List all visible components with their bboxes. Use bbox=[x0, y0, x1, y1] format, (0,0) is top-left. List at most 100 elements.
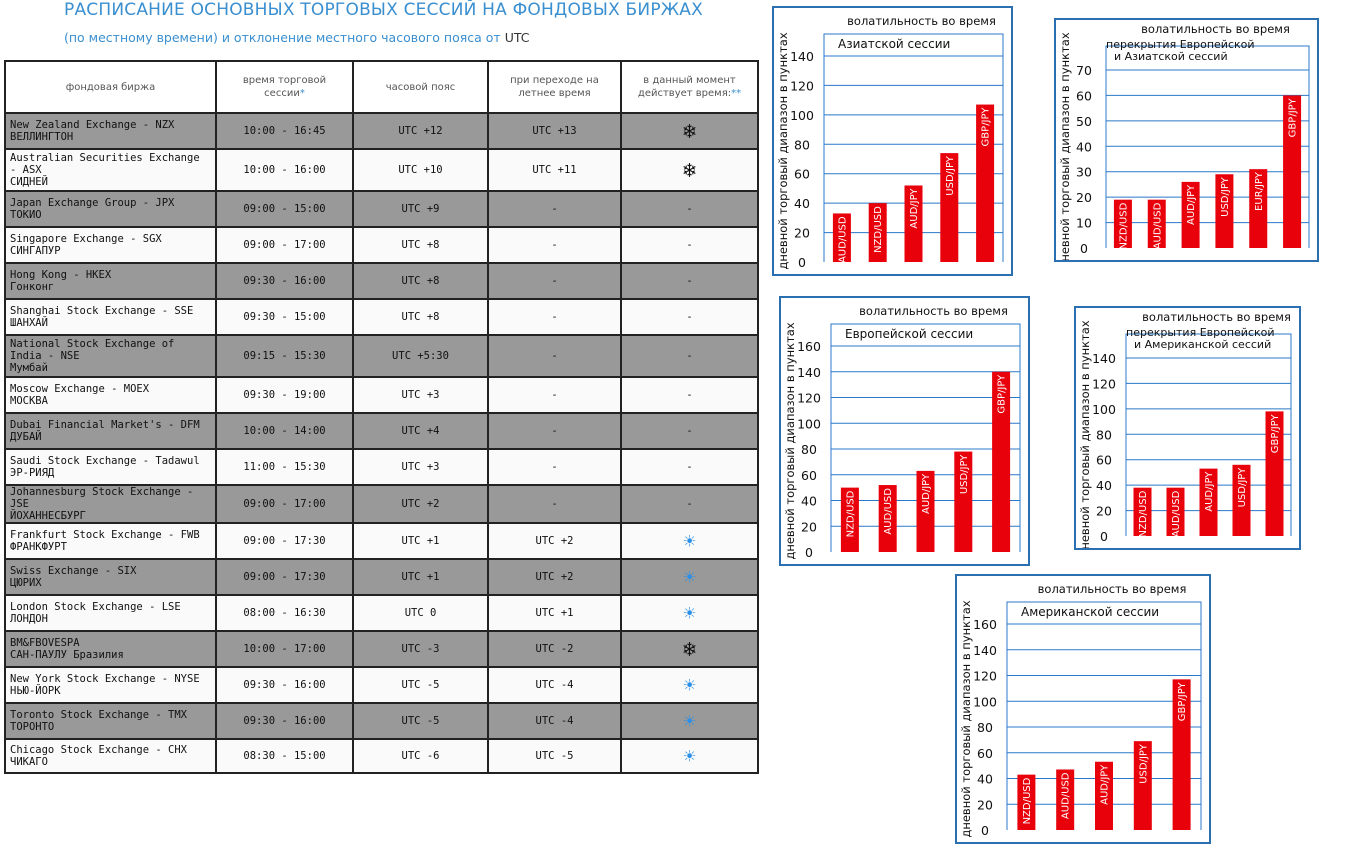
bar bbox=[1056, 769, 1075, 830]
current-time-cell: - bbox=[620, 412, 759, 450]
chart-subtitle: Азиатской сессии bbox=[838, 37, 950, 51]
exchange-cell: Singapore Exchange - SGX СИНГАПУР bbox=[4, 226, 217, 264]
timezone-cell: UTC +12 bbox=[352, 112, 489, 150]
session-time-cell: 09:30 - 16:00 bbox=[215, 262, 354, 300]
timezone-cell: UTC +3 bbox=[352, 376, 489, 414]
bar bbox=[1265, 411, 1284, 536]
chart-subtitle-box bbox=[1125, 333, 1292, 359]
table-row: Frankfurt Stock Exchange - FWB ФРАНКФУРТ 0… bbox=[4, 522, 759, 560]
session-time-cell: 10:00 - 16:45 bbox=[215, 112, 354, 150]
session-time-cell: 09:00 - 17:30 bbox=[215, 522, 354, 560]
summer-time-cell: UTC +13 bbox=[487, 112, 622, 150]
sun-icon: ☀ bbox=[683, 673, 696, 697]
exchange-name: London Stock Exchange - LSE bbox=[10, 601, 181, 613]
double-asterisk-mark: ** bbox=[731, 88, 742, 99]
exchange-cell: Dubai Financial Market's - DFM ДУБАЙ bbox=[4, 412, 217, 450]
bar bbox=[1172, 679, 1191, 830]
current-time-cell: - bbox=[620, 226, 759, 264]
y-tick-label: 40 bbox=[977, 772, 993, 787]
y-tick-label: 30 bbox=[1076, 165, 1092, 180]
y-tick-label: 0 bbox=[1100, 529, 1108, 544]
y-tick-label: 120 bbox=[1092, 376, 1116, 391]
summer-time-cell: UTC -4 bbox=[487, 702, 622, 740]
current-time-cell: ☀ bbox=[620, 738, 759, 774]
y-tick-label: 100 bbox=[797, 416, 821, 431]
bar-category-label: AUD/USD bbox=[837, 216, 848, 263]
y-tick-label: 160 bbox=[797, 339, 821, 354]
timezone-cell: UTC -3 bbox=[352, 630, 489, 668]
chart-svg: волатильность во время 0 20 40 60 80 100 120 140… bbox=[776, 14, 1004, 270]
y-tick-label: 140 bbox=[790, 49, 814, 64]
exchange-city: ЙОХАННЕСБУРГ bbox=[10, 510, 86, 522]
bar-category-label: GBP/JPY bbox=[1270, 414, 1281, 454]
chart-subtitle-box bbox=[1105, 45, 1310, 71]
chart-subtitle-box bbox=[830, 323, 1021, 347]
table-row: BM&FBOVESPA САН-ПАУЛУ Бразилия 10:00 - 17:… bbox=[4, 630, 759, 668]
exchange-cell: National Stock Exchange of India - NSE Му… bbox=[4, 334, 217, 378]
exchange-name: New Zealand Exchange - NZX bbox=[10, 119, 175, 131]
exchange-city: ЦЮРИХ bbox=[10, 577, 42, 589]
exchange-name: Johannesburg Stock Exchange - JSE bbox=[10, 486, 194, 510]
y-tick-label: 20 bbox=[1076, 190, 1092, 205]
chart-svg: волатильность во время 0 20 40 60 80 100 120 140… bbox=[783, 304, 1021, 560]
y-tick-label: 20 bbox=[794, 226, 810, 241]
summer-time-cell: - bbox=[487, 376, 622, 414]
table-row: National Stock Exchange of India - NSE Му… bbox=[4, 334, 759, 378]
current-time-cell: ❄ bbox=[620, 148, 759, 192]
summer-time-cell: - bbox=[487, 334, 622, 378]
page-subtitle: (по местному времени) и отклонение местн… bbox=[64, 30, 529, 45]
summer-time-cell: UTC +2 bbox=[487, 558, 622, 596]
bar-category-label: GBP/JPY bbox=[981, 107, 992, 147]
summer-time-cell: - bbox=[487, 448, 622, 486]
current-time-cell: - bbox=[620, 298, 759, 336]
table-row: Hong Kong - HKEX Гонконг 09:30 - 16:00 UTC … bbox=[4, 262, 759, 300]
timezone-cell: UTC +1 bbox=[352, 522, 489, 560]
table-row: New Zealand Exchange - NZX ВЕЛЛИНГТОН 10:0… bbox=[4, 112, 759, 150]
timezone-cell: UTC +2 bbox=[352, 484, 489, 524]
y-tick-label: 100 bbox=[1092, 402, 1116, 417]
bar-category-label: NZD/USD bbox=[873, 206, 884, 253]
snowflake-icon: ❄ bbox=[683, 637, 696, 661]
chart-subtitle: Американской сессии bbox=[1021, 605, 1159, 619]
session-time-cell: 09:30 - 15:00 bbox=[215, 298, 354, 336]
table-row: Saudi Stock Exchange - Tadawul ЭР-РИЯД 11:… bbox=[4, 448, 759, 486]
y-tick-label: 60 bbox=[1076, 88, 1092, 103]
exchange-name: National Stock Exchange of India - NSE bbox=[10, 338, 175, 362]
summer-time-cell: - bbox=[487, 226, 622, 264]
current-time-cell: - bbox=[620, 190, 759, 228]
y-tick-label: 60 bbox=[801, 468, 817, 483]
current-time-cell: - bbox=[620, 376, 759, 414]
current-time-cell: ☀ bbox=[620, 594, 759, 632]
y-axis-label: дневной торговый диапазон в пунктах bbox=[776, 32, 790, 269]
bar-category-label: GBP/JPY bbox=[1288, 98, 1299, 138]
exchange-cell: Swiss Exchange - SIX ЦЮРИХ bbox=[4, 558, 217, 596]
bar-category-label: GBP/JPY bbox=[1177, 681, 1188, 721]
chart-europe-america-overlap: волатильность во время 0 20 40 60 80 100 120 140… bbox=[1074, 306, 1301, 550]
current-time-cell: - bbox=[620, 484, 759, 524]
timezone-cell: UTC 0 bbox=[352, 594, 489, 632]
y-tick-label: 140 bbox=[973, 643, 997, 658]
summer-time-cell: - bbox=[487, 190, 622, 228]
col-header-session: время торговой сессии* bbox=[215, 60, 354, 114]
current-time-cell: ☀ bbox=[620, 702, 759, 740]
chart-subtitle-box bbox=[1006, 601, 1202, 625]
y-tick-label: 100 bbox=[790, 108, 814, 123]
y-tick-label: 160 bbox=[973, 617, 997, 632]
summer-time-cell: - bbox=[487, 262, 622, 300]
exchange-cell: Johannesburg Stock Exchange - JSE ЙОХАННЕ… bbox=[4, 484, 217, 524]
timezone-cell: UTC +3 bbox=[352, 448, 489, 486]
bar-category-label: AUD/USD bbox=[1152, 202, 1163, 249]
exchange-city: ТОКИО bbox=[10, 209, 42, 221]
y-tick-label: 60 bbox=[977, 746, 993, 761]
bar bbox=[1166, 487, 1185, 536]
chart-title: волатильность во время bbox=[1038, 582, 1187, 596]
session-time-cell: 09:30 - 19:00 bbox=[215, 376, 354, 414]
chart-subtitle: и Американской сессий bbox=[1134, 338, 1271, 351]
chart-title: волатильность во время bbox=[847, 14, 996, 28]
session-time-cell: 09:00 - 17:00 bbox=[215, 226, 354, 264]
exchange-city: СИДНЕЙ bbox=[10, 176, 48, 188]
y-tick-label: 0 bbox=[981, 823, 989, 838]
exchange-city: ДУБАЙ bbox=[10, 431, 42, 443]
y-tick-label: 60 bbox=[1096, 453, 1112, 468]
exchange-city: ШАНХАЙ bbox=[10, 317, 48, 329]
